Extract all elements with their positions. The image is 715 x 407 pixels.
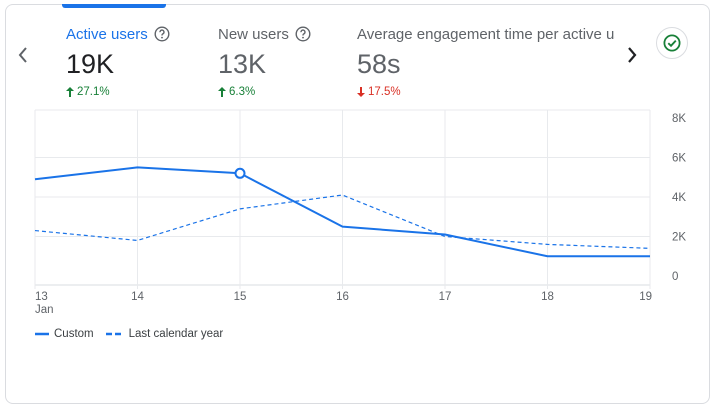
chart-gridlines: [34, 109, 651, 289]
x-tick-label: 16: [336, 291, 349, 303]
metric-value: 58s: [357, 49, 401, 79]
chart-markers: [234, 167, 246, 179]
metric-value: 13K: [218, 49, 267, 79]
x-tick-label: 15: [234, 291, 247, 303]
metric-value: 19K: [66, 49, 115, 79]
metric-label: Average engagement time per active us: [357, 25, 615, 43]
x-axis-ticks: 13 14 15 16 17 18 19 Jan: [35, 291, 652, 316]
y-tick-label: 8K: [672, 113, 686, 125]
y-tick-label: 2K: [672, 232, 686, 244]
arrow-up-icon: [66, 87, 74, 97]
x-tick-label: 17: [439, 291, 452, 303]
legend-item-custom[interactable]: Custom: [35, 328, 94, 340]
x-tick-sublabel: Jan: [35, 304, 54, 316]
metric-label: Active users: [66, 25, 148, 43]
next-metrics-button[interactable]: [621, 42, 643, 68]
y-axis-ticks: 0 2K 4K 6K 8K: [672, 113, 686, 283]
metric-tab-new-users[interactable]: New users 13K 6.3%: [218, 24, 311, 98]
previous-metrics-button[interactable]: [12, 42, 34, 68]
check-status-button[interactable]: [656, 27, 688, 59]
chevron-left-icon: [18, 47, 27, 63]
x-tick-label: 14: [131, 291, 144, 303]
y-tick-label: 4K: [672, 192, 686, 204]
metric-tab-active-users[interactable]: Active users 19K 27.1%: [66, 24, 170, 98]
help-circle-icon[interactable]: [295, 26, 311, 42]
arrow-up-icon: [218, 87, 226, 97]
legend-swatch-solid: [35, 332, 49, 336]
x-tick-label: 18: [541, 291, 554, 303]
arrow-down-icon: [357, 87, 365, 97]
series-line-custom: [34, 166, 650, 258]
metric-tab-average-engagement-time[interactable]: Average engagement time per active us 58…: [357, 24, 615, 98]
data-point-marker: [234, 167, 246, 179]
legend-item-last-calendar-year[interactable]: Last calendar year: [105, 328, 224, 340]
check-circle-icon: [663, 34, 681, 52]
legend-swatch-dashed: [105, 332, 124, 336]
active-metric-indicator: [62, 4, 166, 8]
y-tick-label: 0: [672, 271, 678, 283]
metric-change: 17.5%: [368, 86, 401, 98]
x-tick-label: 19: [639, 291, 652, 303]
chevron-right-icon: [628, 47, 637, 63]
legend-label: Custom: [54, 328, 94, 340]
y-tick-label: 6K: [672, 153, 686, 165]
metric-change: 27.1%: [77, 86, 110, 98]
help-circle-icon[interactable]: [154, 26, 170, 42]
x-tick-label: 13: [35, 291, 48, 303]
chart-legend: Custom Last calendar year: [35, 328, 235, 340]
metric-chart-card: [5, 4, 710, 404]
chart-series: [34, 166, 651, 258]
series-line-last-calendar-year: [34, 194, 651, 249]
metric-change: 6.3%: [229, 86, 256, 98]
legend-label: Last calendar year: [128, 328, 224, 340]
metric-label: New users: [218, 25, 289, 43]
